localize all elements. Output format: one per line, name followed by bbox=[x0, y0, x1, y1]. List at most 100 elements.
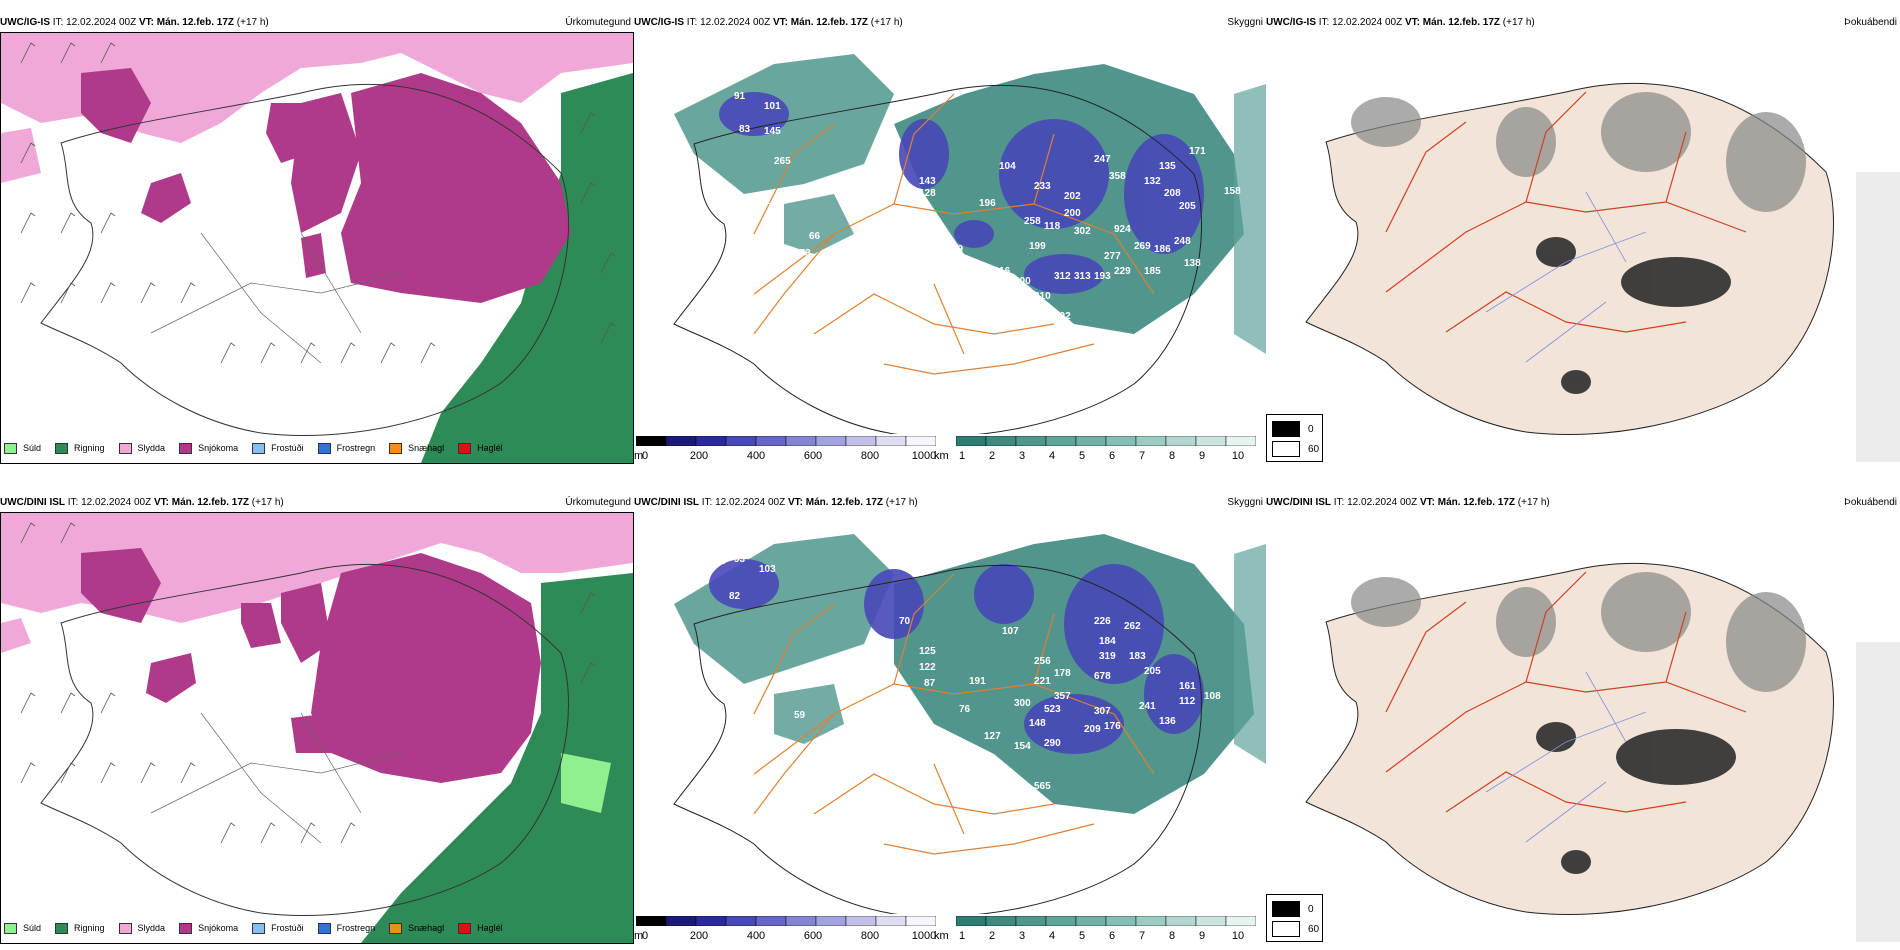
vis-label: 186 bbox=[1154, 244, 1171, 255]
terrain-unit: m bbox=[634, 450, 644, 462]
vis-label: 277 bbox=[1104, 251, 1121, 262]
colorbar-cell bbox=[695, 916, 727, 926]
model-name: UWC/DINI ISL bbox=[634, 497, 699, 508]
colorbar-cell bbox=[1105, 916, 1137, 926]
model-name: UWC/IG-IS bbox=[1266, 17, 1316, 28]
legend-item: Frostregn bbox=[317, 922, 375, 934]
vis-label: 196 bbox=[979, 198, 996, 209]
legend-swatch bbox=[317, 442, 331, 454]
legend-item: Haglél bbox=[458, 442, 503, 454]
legend-item: Rigning bbox=[55, 442, 105, 454]
legend-label: Slydda bbox=[137, 923, 166, 933]
vis-label: 112 bbox=[1179, 696, 1196, 707]
precip-panel-row1: UWC/IG-IS IT: 12.02.2024 00Z VT: Mán. 12… bbox=[0, 12, 634, 464]
panel-title: Þokuábendi bbox=[1844, 497, 1897, 508]
tick-label: 0 bbox=[641, 930, 649, 942]
vis-label: 122 bbox=[919, 662, 936, 673]
visibility-map: 124 93 103 82 70 125 122 87 191 107 300 … bbox=[634, 514, 1266, 914]
vis-label: 193 bbox=[1094, 271, 1111, 282]
terrain-colorbar-strip bbox=[636, 436, 936, 446]
vis-label: 171 bbox=[1189, 146, 1206, 157]
legend-label: Snjókoma bbox=[198, 923, 239, 933]
tick-label: 9 bbox=[1198, 450, 1206, 462]
panel-title: Skyggni bbox=[1227, 497, 1263, 508]
it-label: IT: bbox=[1333, 497, 1345, 508]
vis-label: 200 bbox=[1064, 208, 1081, 219]
visibility-colorbar: 1 2 3 4 5 6 7 8 9 10 km bbox=[934, 436, 1256, 464]
legend-label: Snæhagl bbox=[408, 443, 445, 453]
vis-label: 300 bbox=[1014, 698, 1031, 709]
terrain-colorbar: 0 200 400 600 800 1000 m bbox=[634, 916, 936, 944]
legend-item: Slydda bbox=[118, 442, 165, 454]
panel-title: Úrkomutegund bbox=[565, 17, 631, 28]
tick-label: 3 bbox=[1018, 930, 1026, 942]
lead-time: (+17 h) bbox=[870, 17, 903, 28]
legend-label: Frostúði bbox=[271, 443, 304, 453]
colorbar-cell bbox=[1135, 436, 1167, 446]
vis-label: 205 bbox=[1144, 666, 1161, 677]
vis-label: 161 bbox=[1179, 681, 1196, 692]
lead-time: (+17 h) bbox=[251, 497, 284, 508]
vis-label: 91 bbox=[734, 91, 746, 102]
vt-value: Mán. 12.feb. 17Z bbox=[805, 497, 883, 508]
vis-label: 307 bbox=[1094, 706, 1111, 717]
vis-label: 248 bbox=[1174, 236, 1191, 247]
legend-item: Frostúði bbox=[252, 442, 304, 454]
visibility-map: 91 101 145 83 265 141 66 273 71 69 116 2… bbox=[634, 34, 1266, 434]
vis-label: 108 bbox=[1204, 691, 1221, 702]
vis-label: 200 bbox=[1014, 276, 1031, 287]
vis-label: 313 bbox=[1074, 271, 1091, 282]
panel-header: UWC/DINI ISL IT: 12.02.2024 00Z VT: Mán.… bbox=[634, 496, 1266, 510]
tick-label: 200 bbox=[689, 450, 709, 462]
colorbar-cell bbox=[665, 916, 697, 926]
legend-swatch bbox=[55, 922, 69, 934]
fog-swatch bbox=[1272, 421, 1300, 437]
tick-label: 600 bbox=[803, 930, 823, 942]
visibility-unit: km bbox=[934, 930, 949, 942]
vis-label: 64 bbox=[874, 731, 886, 742]
vt-value: Mán. 12.feb. 17Z bbox=[171, 497, 249, 508]
lead-time: (+17 h) bbox=[1502, 17, 1535, 28]
colorbar-cell bbox=[1045, 916, 1077, 926]
map-frame bbox=[0, 512, 634, 944]
visibility-colorbar: 1 2 3 4 5 6 7 8 9 10 km bbox=[934, 916, 1256, 944]
colorbar-cell bbox=[985, 916, 1017, 926]
vis-label: 116 bbox=[994, 266, 1011, 277]
vis-label: 132 bbox=[1144, 176, 1161, 187]
vis-label: 208 bbox=[1164, 188, 1181, 199]
tick-label: 2 bbox=[988, 930, 996, 942]
vis-label: 924 bbox=[1114, 224, 1131, 235]
legend-swatch bbox=[4, 442, 17, 454]
tick-label: 6 bbox=[1108, 450, 1116, 462]
legend-item: Frostúði bbox=[252, 922, 304, 934]
legend-item: Súld bbox=[4, 922, 42, 934]
legend-label: Súld bbox=[23, 923, 42, 933]
precip-map bbox=[1, 33, 633, 463]
vis-label: 273 bbox=[794, 248, 811, 259]
precip-legend: Súld Rigning Slydda Snjókoma Frostúði Fr… bbox=[4, 920, 517, 936]
vis-label: 233 bbox=[1034, 181, 1051, 192]
tick-label: 10 bbox=[1231, 450, 1245, 462]
tick-label: 800 bbox=[860, 450, 880, 462]
vis-label: 258 bbox=[1024, 216, 1041, 227]
vis-label: 154 bbox=[1014, 741, 1031, 752]
fog-map bbox=[1266, 512, 1900, 942]
legend-label: Rigning bbox=[74, 443, 105, 453]
it-value: 12.02.2024 00Z bbox=[1347, 497, 1418, 508]
vis-label: 87 bbox=[924, 678, 936, 689]
legend-swatch bbox=[252, 442, 266, 454]
vis-label: 209 bbox=[1084, 724, 1101, 735]
vis-label: 101 bbox=[764, 101, 781, 112]
vis-label: 199 bbox=[1029, 241, 1046, 252]
vt-label: VT: bbox=[787, 497, 803, 508]
fog-map bbox=[1266, 32, 1900, 462]
vis-label: 247 bbox=[1094, 154, 1111, 165]
colorbar-cell bbox=[875, 436, 907, 446]
legend-label: Haglél bbox=[477, 923, 503, 933]
vis-label: 158 bbox=[1224, 186, 1241, 197]
tick-label: 7 bbox=[1138, 450, 1146, 462]
legend-swatch bbox=[389, 442, 403, 454]
fog-legend-item: 0 bbox=[1272, 421, 1314, 437]
legend-swatch bbox=[458, 922, 472, 934]
vis-label: 183 bbox=[1129, 651, 1146, 662]
